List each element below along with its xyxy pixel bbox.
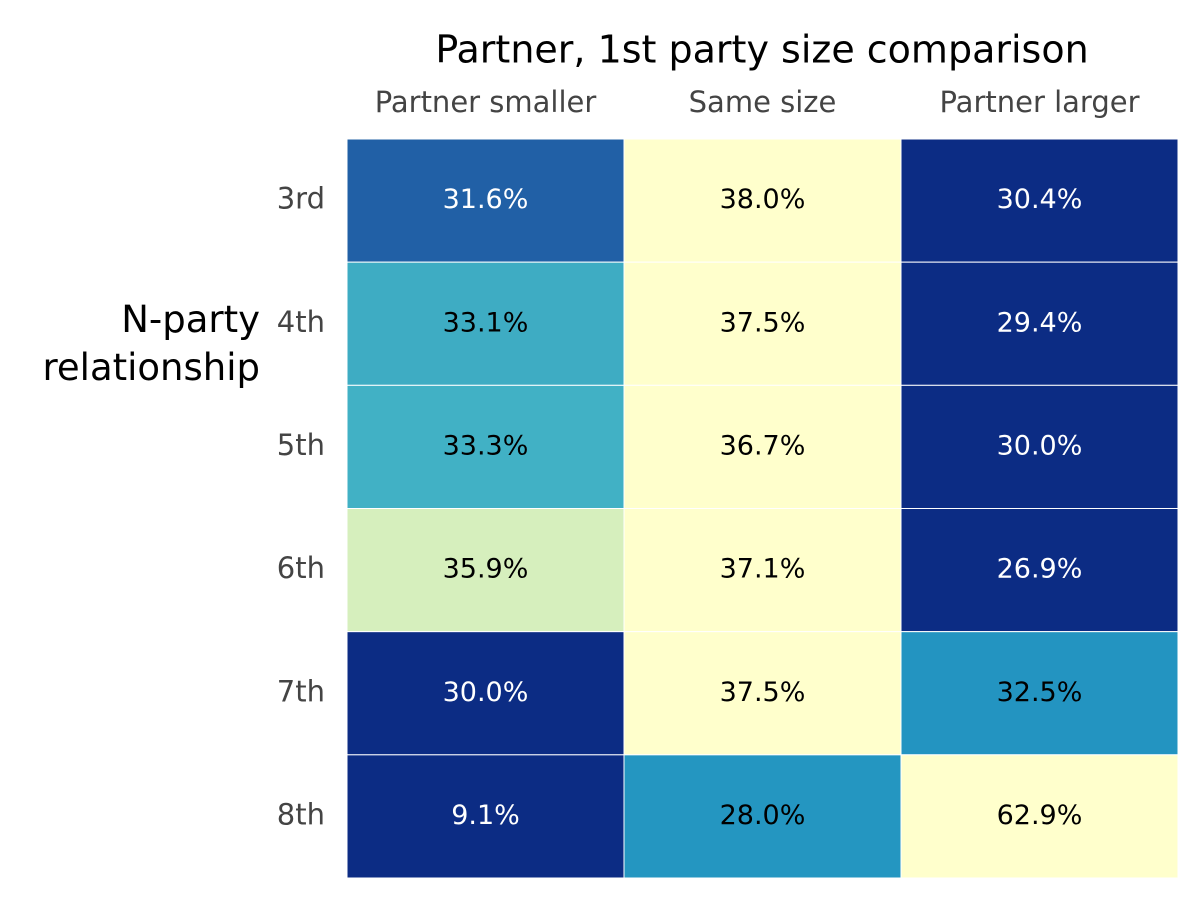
cell-label: 30.4% bbox=[997, 184, 1083, 215]
x-tick-label: Partner smaller bbox=[375, 85, 597, 119]
heatmap-cell bbox=[900, 508, 1179, 633]
cell-label: 35.9% bbox=[443, 554, 529, 585]
cell-label: 37.5% bbox=[720, 307, 806, 338]
heatmap-cell bbox=[900, 261, 1179, 386]
heatmap-cell bbox=[346, 261, 625, 386]
y-tick-label: 6th bbox=[277, 551, 325, 585]
y-tick-label: 8th bbox=[277, 797, 325, 831]
cell-label: 32.5% bbox=[997, 677, 1083, 708]
heatmap-cell bbox=[623, 754, 902, 879]
cell-label: 30.0% bbox=[997, 430, 1083, 461]
heatmap-cell bbox=[346, 508, 625, 633]
heatmap-cell bbox=[900, 631, 1179, 756]
heatmap-cell bbox=[346, 631, 625, 756]
cell-label: 30.0% bbox=[443, 677, 529, 708]
cell-label: 26.9% bbox=[997, 554, 1083, 585]
heatmap-cell bbox=[623, 384, 902, 510]
cell-label: 9.1% bbox=[451, 800, 520, 831]
y-tick-label: 5th bbox=[277, 428, 325, 462]
heatmap-cell bbox=[346, 384, 625, 510]
chart-title: Partner, 1st party size comparison bbox=[435, 28, 1088, 72]
cell-label: 31.6% bbox=[443, 184, 529, 215]
cell-label: 29.4% bbox=[997, 307, 1083, 338]
heatmap-cell bbox=[900, 754, 1179, 879]
heatmap-cell bbox=[346, 138, 625, 263]
cell-label: 37.5% bbox=[720, 677, 806, 708]
x-tick-label: Partner larger bbox=[939, 85, 1139, 119]
y-tick-label: 7th bbox=[277, 674, 325, 708]
cell-label: 33.3% bbox=[443, 430, 529, 461]
y-axis-title: N-party relationship bbox=[42, 298, 260, 389]
y-tick-label: 3rd bbox=[277, 182, 325, 216]
heatmap-cell bbox=[900, 138, 1179, 263]
cell-label: 28.0% bbox=[720, 800, 806, 831]
heatmap-cell bbox=[346, 754, 625, 879]
cell-label: 36.7% bbox=[720, 430, 806, 461]
x-tick-label: Same size bbox=[689, 85, 837, 119]
cell-label: 62.9% bbox=[997, 800, 1083, 831]
y-tick-label: 4th bbox=[277, 305, 325, 339]
heatmap-cell bbox=[623, 138, 902, 263]
heatmap-cell bbox=[623, 261, 902, 386]
cell-label: 37.1% bbox=[720, 554, 806, 585]
cell-label: 38.0% bbox=[720, 184, 806, 215]
cell-label: 33.1% bbox=[443, 307, 529, 338]
heatmap-cell bbox=[623, 631, 902, 756]
